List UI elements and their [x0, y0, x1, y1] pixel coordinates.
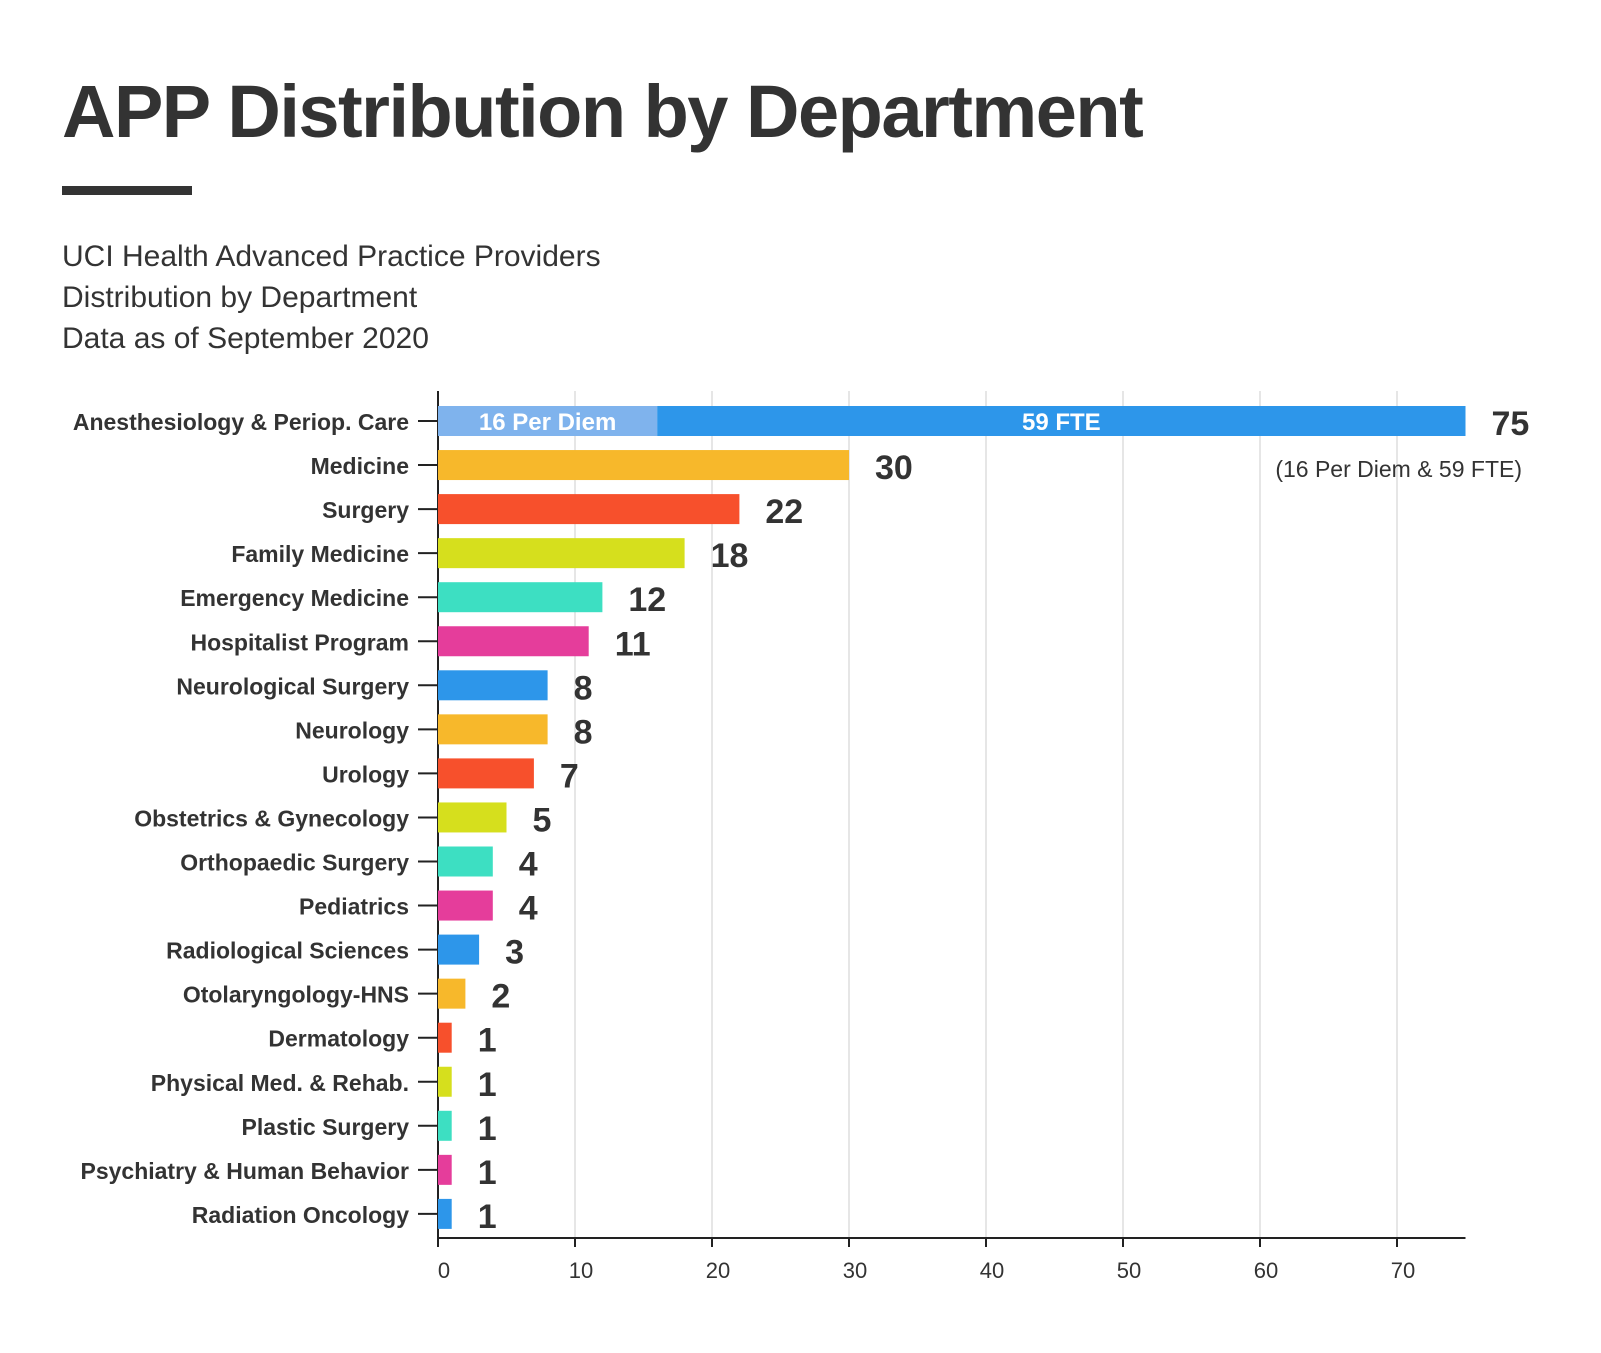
bar-segment: [657, 406, 1466, 436]
category-label: Hospitalist Program: [190, 629, 409, 655]
value-label: 1: [478, 1198, 497, 1236]
bar: [438, 538, 685, 569]
value-label: 1: [478, 1066, 497, 1104]
category-label: Anesthesiology & Periop. Care: [73, 409, 409, 435]
segment-label: 59 FTE: [1022, 409, 1101, 436]
category-label: Family Medicine: [231, 541, 409, 567]
category-label: Radiation Oncology: [192, 1202, 409, 1228]
x-tick-label: 60: [1254, 1258, 1278, 1283]
chart-title: APP Distribution by Department: [62, 70, 1144, 153]
value-label: 7: [560, 757, 579, 795]
value-label: 4: [519, 890, 538, 928]
category-label: Obstetrics & Gynecology: [134, 805, 409, 831]
value-label: 12: [628, 581, 666, 619]
bar: [438, 582, 603, 613]
x-tick-label: 20: [706, 1258, 730, 1283]
bar: [438, 1154, 452, 1185]
bar: [438, 450, 849, 481]
bar: [438, 1198, 452, 1229]
value-label: 1: [478, 1110, 497, 1148]
value-label: 8: [574, 669, 593, 707]
bar-annotation: (16 Per Diem & 59 FTE): [1275, 456, 1522, 482]
value-label: 75: [1492, 405, 1530, 443]
bar: [438, 1066, 452, 1097]
value-label: 22: [765, 493, 803, 531]
category-label: Pediatrics: [299, 894, 409, 920]
bar: [438, 714, 548, 745]
value-label: 1: [478, 1022, 497, 1060]
bar: [438, 846, 493, 877]
x-tick-label: 0: [438, 1258, 450, 1283]
chart-subtitle: UCI Health Advanced Practice Providers D…: [62, 236, 601, 359]
bar: [438, 890, 493, 921]
value-label: 8: [574, 713, 593, 751]
category-label: Urology: [322, 761, 409, 787]
category-label: Physical Med. & Rehab.: [151, 1070, 409, 1096]
value-label: 11: [615, 625, 651, 663]
category-label: Radiological Sciences: [166, 938, 409, 964]
category-label: Plastic Surgery: [242, 1114, 410, 1140]
x-tick-label: 50: [1117, 1258, 1141, 1283]
bar: [438, 626, 589, 657]
subtitle-line-1: UCI Health Advanced Practice Providers: [62, 240, 601, 273]
category-label: Orthopaedic Surgery: [180, 850, 409, 876]
x-tick-label: 30: [843, 1258, 867, 1283]
category-label: Dermatology: [268, 1026, 409, 1052]
bar: [438, 494, 740, 525]
bar: [438, 1022, 452, 1053]
segment-label: 16 Per Diem: [479, 409, 616, 436]
subtitle-line-3: Data as of September 2020: [62, 322, 429, 355]
value-label: 4: [519, 846, 538, 884]
bar: [438, 934, 480, 965]
value-label: 3: [505, 934, 524, 972]
category-label: Surgery: [322, 497, 409, 523]
x-tick-label: 10: [569, 1258, 593, 1283]
category-label: Emergency Medicine: [180, 585, 409, 611]
subtitle-line-2: Distribution by Department: [62, 281, 418, 314]
bar: [438, 758, 534, 789]
value-label: 5: [533, 801, 552, 839]
value-label: 2: [491, 978, 510, 1016]
x-tick-label: 40: [980, 1258, 1004, 1283]
bar-segment: [438, 406, 658, 436]
title-underline: [62, 186, 192, 195]
bar: [438, 802, 507, 833]
category-label: Neurology: [295, 717, 409, 743]
value-label: 18: [711, 537, 749, 575]
x-tick-label: 70: [1391, 1258, 1415, 1283]
category-label: Medicine: [311, 453, 409, 479]
value-label: 1: [478, 1154, 497, 1192]
category-label: Neurological Surgery: [176, 673, 409, 699]
bar: [438, 1110, 452, 1141]
value-label: 30: [875, 449, 913, 487]
bar: [438, 670, 548, 701]
category-label: Psychiatry & Human Behavior: [80, 1158, 409, 1184]
category-label: Otolaryngology-HNS: [183, 982, 409, 1008]
bar: [438, 978, 466, 1009]
